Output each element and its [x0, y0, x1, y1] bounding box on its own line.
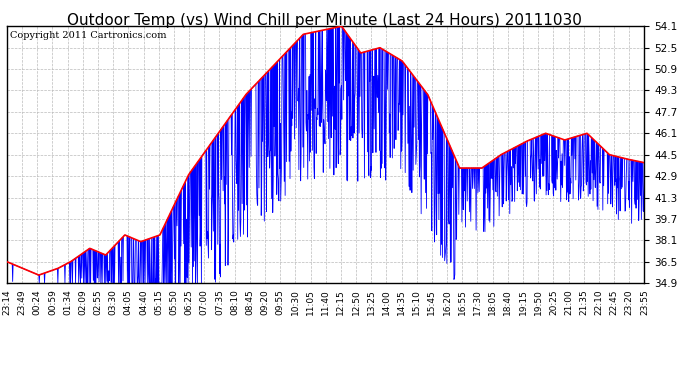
- Text: Outdoor Temp (vs) Wind Chill per Minute (Last 24 Hours) 20111030: Outdoor Temp (vs) Wind Chill per Minute …: [67, 13, 582, 28]
- Text: Copyright 2011 Cartronics.com: Copyright 2011 Cartronics.com: [10, 32, 166, 40]
